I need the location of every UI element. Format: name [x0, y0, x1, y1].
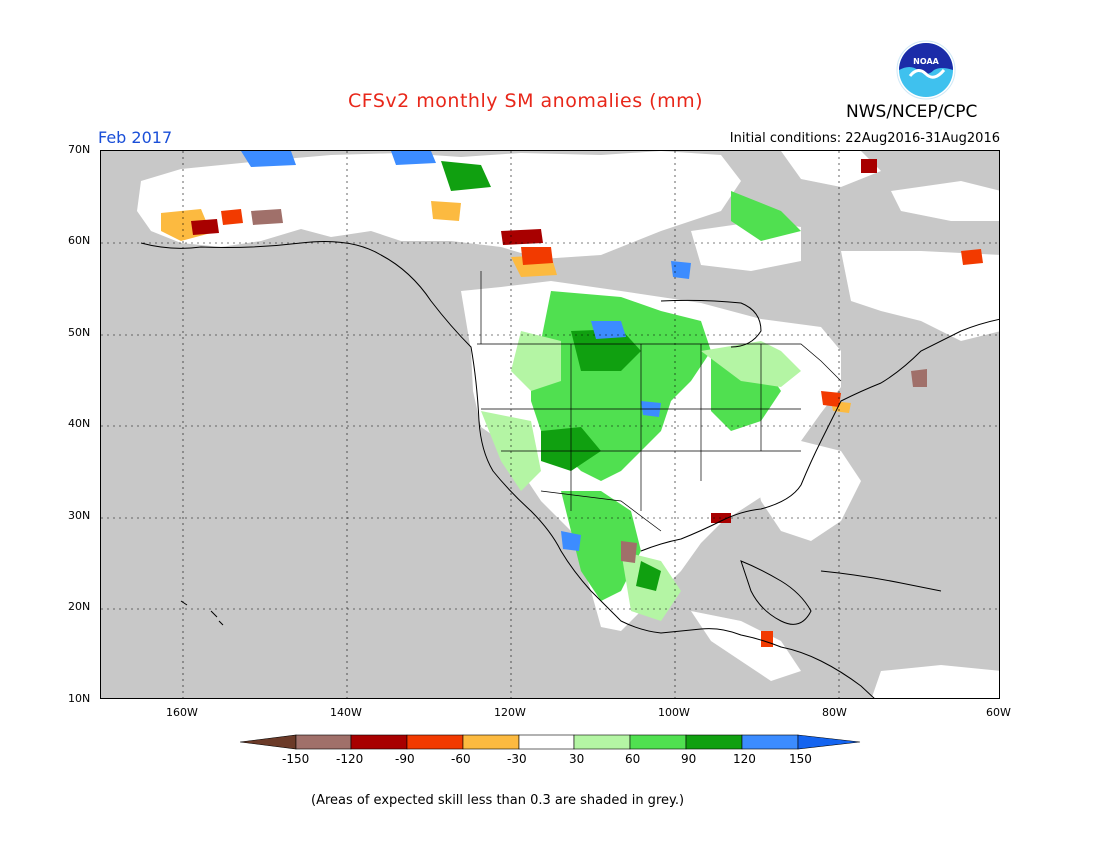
lat-label-40n: 40N [68, 417, 91, 430]
legend-label-8: 120 [733, 752, 756, 766]
map-canvas [101, 151, 999, 698]
lat-label-10n: 10N [68, 692, 91, 705]
legend-swatch-5 [518, 734, 575, 750]
legend-swatch-0 [240, 734, 297, 750]
legend-label-0: -150 [282, 752, 310, 766]
lon-label-140w: 140W [330, 706, 362, 719]
color-scale-legend [240, 734, 861, 750]
legend-swatch-8 [685, 734, 743, 750]
legend-swatch-6 [573, 734, 631, 750]
lon-label-120w: 120W [494, 706, 526, 719]
legend-label-9: 150 [789, 752, 812, 766]
very-positive-regions [241, 151, 691, 551]
legend-swatch-7 [629, 734, 687, 750]
organization-label: NWS/NCEP/CPC [846, 102, 978, 122]
legend-label-6: 60 [625, 752, 641, 766]
legend-label-1: -120 [336, 752, 364, 766]
legend-label-5: 30 [569, 752, 585, 766]
lon-label-80w: 80W [822, 706, 847, 719]
lat-label-50n: 50N [68, 326, 91, 339]
severe-negative-regions [251, 209, 927, 563]
anomaly-map [100, 150, 1000, 699]
legend-swatch-2 [350, 734, 408, 750]
lon-label-160w: 160W [166, 706, 198, 719]
lon-label-100w: 100W [658, 706, 690, 719]
legend-label-3: -60 [451, 752, 471, 766]
forecast-month: Feb 2017 [98, 128, 173, 147]
legend-label-7: 90 [681, 752, 697, 766]
coastlines [140, 241, 999, 698]
lat-label-70n: 70N [68, 143, 91, 156]
legend-swatch-9 [741, 734, 799, 750]
noaa-logo: NOAA [896, 40, 956, 100]
graticule [101, 151, 999, 698]
lat-label-20n: 20N [68, 600, 91, 613]
lat-label-30n: 30N [68, 509, 91, 522]
legend-label-2: -90 [395, 752, 415, 766]
initial-conditions: Initial conditions: 22Aug2016-31Aug2016 [729, 131, 1000, 146]
lat-label-60n: 60N [68, 234, 91, 247]
noaa-logo-text: NOAA [913, 57, 939, 66]
lon-label-60w: 60W [986, 706, 1011, 719]
skill-note: (Areas of expected skill less than 0.3 a… [311, 793, 685, 808]
legend-label-4: -30 [507, 752, 527, 766]
legend-swatch-3 [406, 734, 464, 750]
political-borders [477, 271, 842, 532]
legend-swatch-10 [797, 734, 861, 750]
legend-swatch-1 [295, 734, 352, 750]
chart-title: CFSv2 monthly SM anomalies (mm) [348, 90, 704, 112]
legend-swatch-4 [462, 734, 520, 750]
